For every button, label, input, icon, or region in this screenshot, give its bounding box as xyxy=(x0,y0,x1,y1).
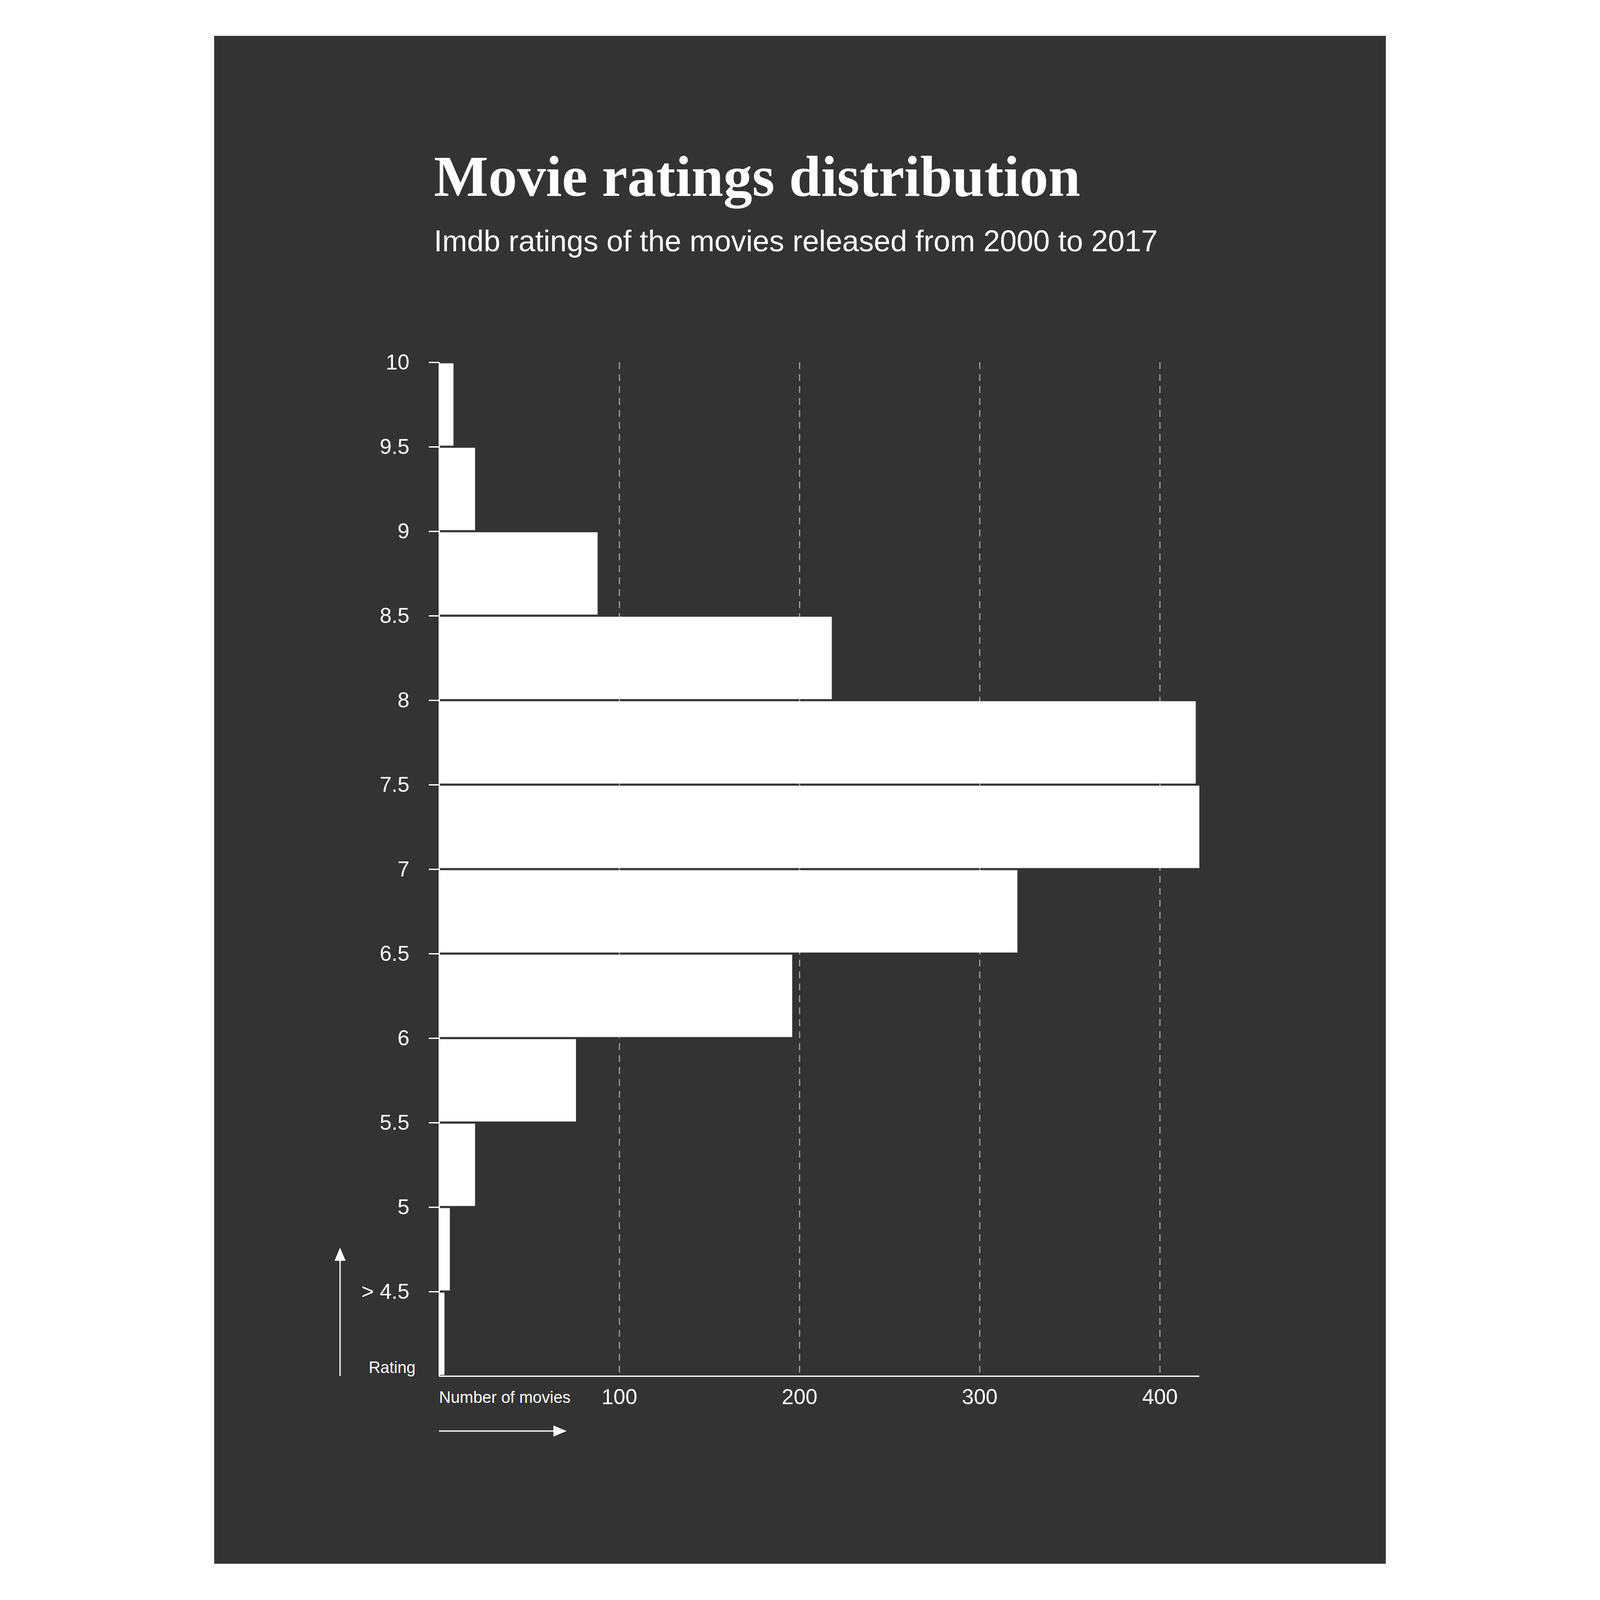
svg-text:5: 5 xyxy=(397,1195,410,1219)
svg-text:7.5: 7.5 xyxy=(379,772,410,797)
svg-text:9.5: 9.5 xyxy=(379,434,410,459)
svg-text:9: 9 xyxy=(397,519,410,544)
svg-text:8.5: 8.5 xyxy=(379,603,410,628)
svg-text:7: 7 xyxy=(397,857,410,882)
svg-text:10: 10 xyxy=(385,350,410,375)
svg-text:Rating: Rating xyxy=(368,1358,416,1377)
svg-text:300: 300 xyxy=(962,1384,998,1409)
svg-text:100: 100 xyxy=(601,1384,638,1409)
svg-text:6.5: 6.5 xyxy=(379,941,410,966)
svg-text:Number of movies: Number of movies xyxy=(439,1388,571,1407)
svg-text:8: 8 xyxy=(397,688,410,713)
svg-text:6: 6 xyxy=(397,1026,410,1051)
html-text:Movie ratings distribution: Movie ratings distribution xyxy=(433,144,1081,209)
svg-text:200: 200 xyxy=(781,1384,818,1409)
svg-text:> 4.5: > 4.5 xyxy=(361,1279,410,1304)
svg-text:400: 400 xyxy=(1142,1384,1178,1409)
svg-text:5.5: 5.5 xyxy=(379,1110,410,1135)
html-text:Imdb ratings of the movies rel: Imdb ratings of the movies released from… xyxy=(433,224,1158,258)
